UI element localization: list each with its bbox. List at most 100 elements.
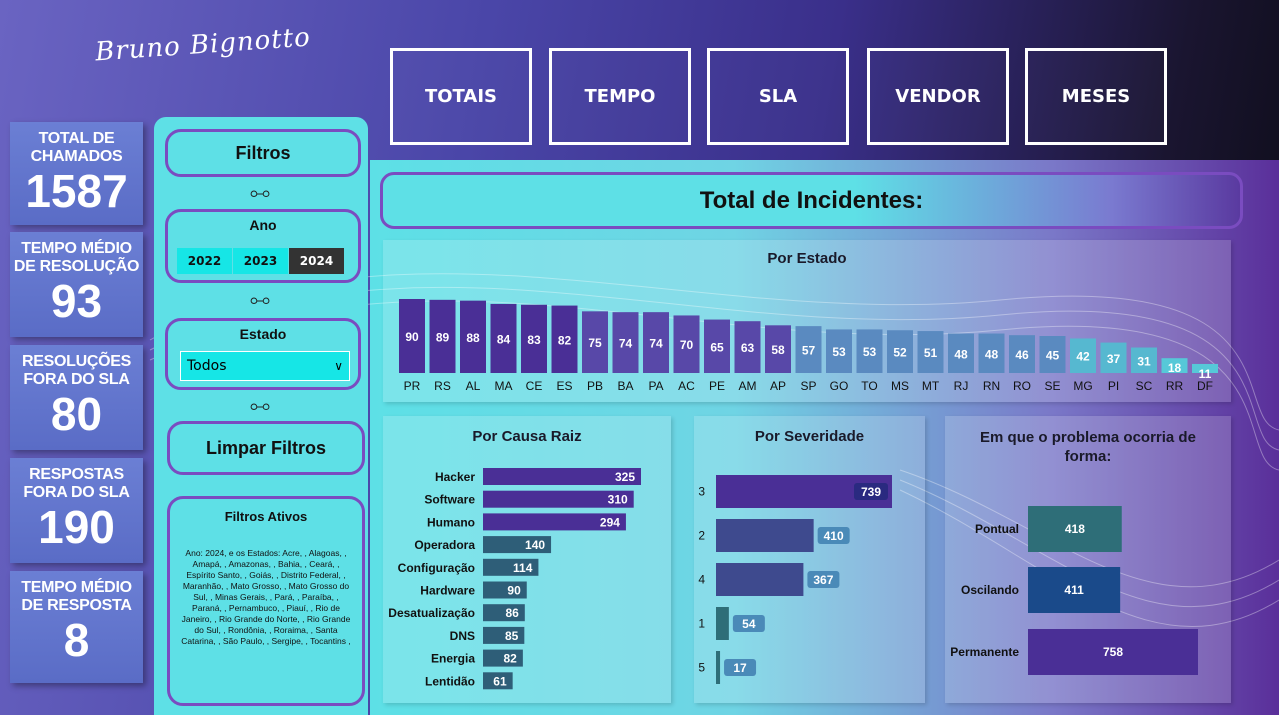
tick-label: CE (526, 379, 543, 393)
data-label: 52 (893, 346, 907, 360)
tick-label: GO (830, 379, 849, 393)
bar (1131, 347, 1157, 373)
data-label: 31 (1137, 354, 1151, 368)
kpi-title: FORA DO SLA (23, 484, 130, 501)
bar (917, 331, 944, 373)
data-label: 418 (1065, 522, 1085, 536)
nav-button-totais[interactable]: TOTAIS (390, 48, 532, 145)
kpi-title: RESOLUÇÕES (21, 353, 132, 370)
bar (483, 513, 626, 531)
bar (1028, 629, 1198, 675)
data-label: 46 (1015, 348, 1029, 362)
data-label: 48 (985, 347, 999, 361)
nav-button-meses[interactable]: MESES (1025, 48, 1167, 145)
bar (716, 563, 804, 596)
data-label: 70 (680, 338, 694, 352)
tick-label: Software (424, 493, 475, 507)
chart-title: Por Estado (767, 250, 847, 267)
filters-title: Filtros (165, 129, 361, 177)
data-label: 85 (505, 629, 519, 643)
tick-label: AL (466, 379, 481, 393)
data-label: 84 (497, 332, 511, 346)
data-label: 82 (504, 652, 518, 666)
link-icon: ⧟ (250, 287, 270, 311)
link-icon: ⧟ (250, 180, 270, 204)
tick-label: PE (709, 379, 725, 393)
data-label: 37 (1107, 352, 1121, 366)
tick-label: RO (1013, 379, 1031, 393)
data-label: 74 (649, 337, 663, 351)
kpi-card: RESOLUÇÕES FORA DO SLA 80 (10, 345, 143, 450)
kpi-card: TEMPO MÉDIO DE RESPOSTA 8 (10, 571, 143, 683)
tick-label: ES (556, 379, 572, 393)
bar (716, 607, 729, 640)
data-label: 90 (507, 584, 521, 598)
data-label: 11 (1199, 367, 1212, 381)
bar (483, 536, 552, 554)
data-label: 410 (824, 529, 844, 543)
tick-label: DNS (450, 629, 475, 643)
data-label: 88 (466, 331, 480, 345)
tick-label: SP (800, 379, 816, 393)
tick-label: Lentidão (425, 674, 475, 688)
data-label: 739 (861, 485, 881, 499)
tick-label: Hardware (420, 584, 475, 598)
nav-button-tempo[interactable]: TEMPO (549, 48, 691, 145)
kpi-title: DE RESOLUÇÃO (13, 258, 140, 275)
data-label: 294 (600, 515, 620, 529)
nav-button-vendor[interactable]: VENDOR (867, 48, 1009, 145)
data-label: 48 (954, 347, 968, 361)
chart-title: Em que o problema ocorria de forma: (980, 429, 1196, 465)
nav-button-sla[interactable]: SLA (707, 48, 849, 145)
state-dropdown[interactable]: Todos ∨ (180, 351, 350, 381)
data-label: 18 (1168, 361, 1182, 375)
year-option-2022[interactable]: 2022 (177, 248, 232, 274)
chart-title: Por Causa Raiz (472, 428, 582, 445)
data-label-bg (807, 571, 840, 588)
bar (490, 303, 517, 373)
tick-label: 3 (698, 485, 705, 499)
bar (1028, 506, 1122, 552)
bar (460, 300, 486, 373)
data-label: 75 (588, 336, 602, 350)
tick-label: Humano (427, 515, 475, 529)
tick-label: BA (617, 379, 633, 393)
active-filters-text: Ano: 2024, e os Estados: Acre, , Alagoas… (181, 548, 351, 646)
bar (1100, 342, 1127, 373)
state-label: Estado (239, 326, 287, 342)
kpi-title: FORA DO SLA (23, 371, 130, 388)
kpi-title: TEMPO MÉDIO (21, 579, 132, 596)
tick-label: Energia (431, 652, 475, 666)
kpi-title: TEMPO MÉDIO (21, 240, 132, 257)
bar (582, 311, 608, 373)
data-label: 325 (615, 470, 635, 484)
tick-label: AM (739, 379, 757, 393)
tick-label: 2 (698, 529, 705, 543)
year-option-2024[interactable]: 2024 (289, 248, 344, 274)
chart-por-severidade: Por Severidade 3 739 2 410 4 367 1 54 5 17 (694, 416, 925, 703)
data-label: 89 (436, 330, 450, 344)
clear-filters-button[interactable]: Limpar Filtros (167, 421, 365, 475)
kpi-card: TEMPO MÉDIO DE RESOLUÇÃO 93 (10, 232, 143, 337)
tick-label: 1 (698, 617, 705, 631)
bar (399, 299, 425, 373)
bar (612, 312, 639, 373)
state-dropdown-value: Todos (187, 358, 227, 374)
kpi-value: 80 (50, 388, 103, 440)
data-label-bg (732, 615, 765, 632)
tick-label: RN (983, 379, 1000, 393)
data-label: 53 (832, 345, 846, 359)
year-option-2023[interactable]: 2023 (233, 248, 288, 274)
data-label: 42 (1076, 350, 1090, 364)
tick-label: RS (434, 379, 451, 393)
bar (483, 604, 525, 622)
chart-por-causa-raiz: Por Causa Raiz 325 Hacker 310 Software 294 Hu… (383, 416, 671, 703)
kpi-title: RESPOSTAS (29, 466, 124, 483)
bar (826, 329, 852, 373)
bar (483, 490, 634, 508)
kpi-value: 8 (63, 614, 90, 666)
kpi-title: CHAMADOS (30, 148, 123, 165)
data-label-bg (817, 527, 850, 544)
bar (1161, 358, 1188, 373)
tick-label: SE (1044, 379, 1060, 393)
